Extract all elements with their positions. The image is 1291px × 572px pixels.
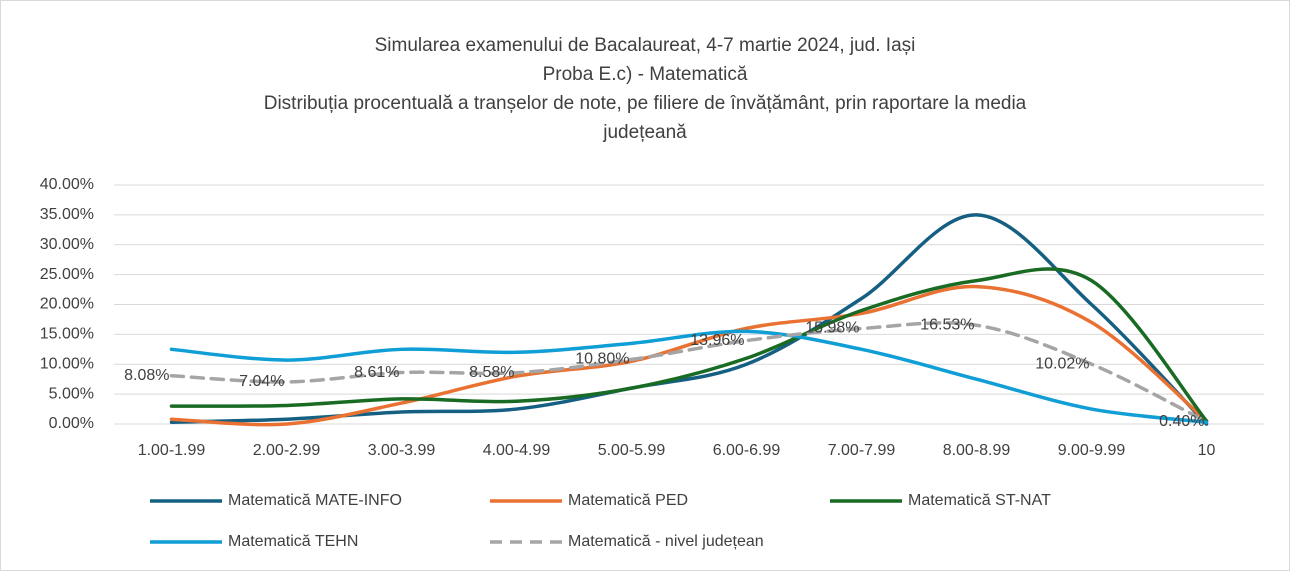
y-tick-label: 15.00% (40, 326, 94, 343)
series-line (169, 329, 1209, 424)
y-tick-label: 20.00% (40, 296, 94, 313)
legend-label: Matematică MATE-INFO (228, 492, 402, 509)
series-line (169, 213, 1209, 426)
x-tick-label: 8.00-8.99 (943, 442, 1011, 459)
x-tick-label: 3.00-3.99 (368, 442, 436, 459)
legend-label: Matematică - nivel județean (568, 533, 764, 550)
x-tick-label: 9.00-9.99 (1058, 442, 1126, 459)
data-label: 7.04% (239, 373, 284, 390)
x-tick-label: 7.00-7.99 (828, 442, 896, 459)
data-label: 8.61% (354, 364, 399, 381)
data-label: 10.02% (1035, 355, 1089, 372)
data-label: 10.80% (575, 351, 629, 368)
data-label: 15.98% (805, 320, 859, 337)
data-label: 8.58% (469, 364, 514, 381)
data-label: 16.53% (920, 316, 974, 333)
x-tick-label: 10 (1198, 442, 1216, 459)
data-label: 13.96% (690, 332, 744, 349)
chart-title: județeană (602, 122, 687, 143)
y-tick-label: 35.00% (40, 206, 94, 223)
y-tick-label: 5.00% (49, 385, 94, 402)
y-tick-label: 10.00% (40, 355, 94, 372)
y-tick-label: 25.00% (40, 266, 94, 283)
x-tick-label: 1.00-1.99 (138, 442, 206, 459)
series-line (169, 284, 1209, 427)
data-label: 0.40% (1159, 413, 1204, 430)
y-tick-label: 40.00% (40, 176, 94, 193)
x-tick-label: 5.00-5.99 (598, 442, 666, 459)
y-tick-label: 30.00% (40, 236, 94, 253)
series-line (169, 321, 1209, 424)
legend-label: Matematică ST-NAT (908, 492, 1051, 509)
legend-label: Matematică TEHN (228, 533, 358, 550)
y-tick-label: 0.00% (49, 415, 94, 432)
chart-title: Simularea examenului de Bacalaureat, 4-7… (375, 35, 916, 56)
x-tick-label: 2.00-2.99 (253, 442, 321, 459)
legend-label: Matematică PED (568, 492, 688, 509)
x-tick-label: 4.00-4.99 (483, 442, 551, 459)
data-label: 8.08% (124, 367, 169, 384)
chart-title: Distribuția procentuală a tranșelor de n… (264, 93, 1027, 114)
x-tick-label: 6.00-6.99 (713, 442, 781, 459)
chart-title: Proba E.c) - Matematică (543, 64, 748, 85)
series-line (169, 267, 1209, 423)
